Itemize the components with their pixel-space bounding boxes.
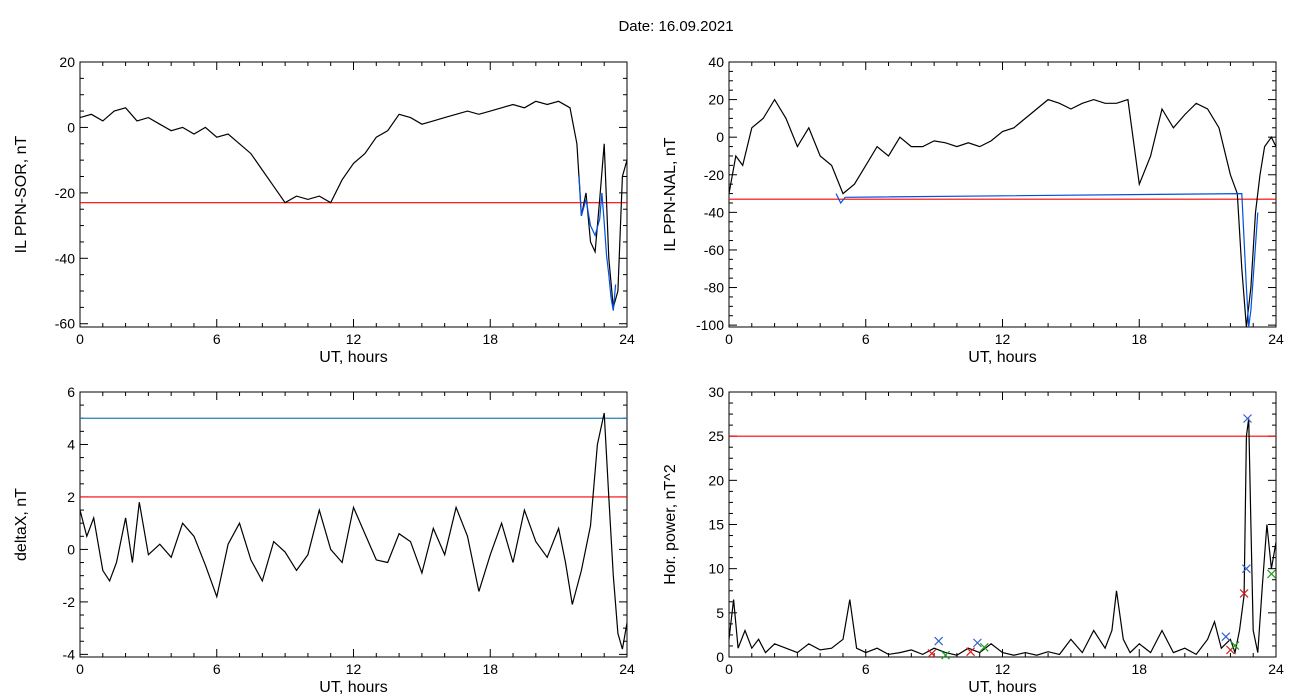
x-marker	[1221, 632, 1231, 642]
x-tick-label: 18	[1131, 331, 1147, 347]
y-tick-label: 6	[67, 384, 75, 400]
x-tick-label: 0	[725, 331, 733, 347]
y-tick-label: 4	[67, 436, 75, 452]
y-axis-label: IL PPN-SOR, nT	[13, 135, 30, 253]
y-tick-label: 10	[708, 561, 724, 577]
x-axis-label: UT, hours	[968, 349, 1036, 366]
x-tick-label: 24	[1268, 661, 1284, 677]
x-tick-label: 6	[862, 331, 870, 347]
y-tick-label: -60	[704, 242, 724, 258]
x-axis-label: UT, hours	[319, 679, 387, 696]
x-marker	[927, 649, 937, 658]
y-tick-label: 2	[67, 489, 75, 505]
y-axis-label: deltaX, nT	[13, 488, 30, 561]
y-tick-label: -40	[704, 204, 724, 220]
y-tick-label: 0	[716, 129, 724, 145]
x-tick-label: 12	[346, 331, 362, 347]
series-line	[729, 418, 1276, 656]
y-axis-label: Hor. power, nT^2	[662, 464, 679, 585]
series-line	[578, 176, 617, 311]
y-tick-label: -20	[704, 167, 724, 183]
y-tick-label: 5	[716, 605, 724, 621]
x-marker	[934, 636, 944, 646]
series-line	[80, 100, 627, 308]
y-tick-label: -4	[63, 646, 76, 662]
y-tick-label: 0	[716, 649, 724, 665]
x-tick-label: 0	[725, 661, 733, 677]
x-marker	[1267, 569, 1276, 579]
x-axis-label: UT, hours	[968, 679, 1036, 696]
chart-nal: 0 6 12 18 24 40 20 0 -20 -40 -60 -80 -100 UT, hours IL…	[662, 54, 1284, 366]
y-tick-label: 40	[708, 54, 724, 70]
chart-deltax: 0 6 12 18 24 6 4 2 0 -2 -4 UT, hours deltaX, nT	[13, 384, 635, 696]
y-tick-label: 15	[708, 517, 724, 533]
y-tick-label: 0	[67, 541, 75, 557]
x-tick-label: 6	[213, 331, 221, 347]
y-tick-label: -80	[704, 280, 724, 296]
y-tick-label: -2	[63, 594, 76, 610]
y-tick-label: -60	[55, 316, 75, 332]
y-tick-label: 0	[67, 119, 75, 135]
y-tick-label: 25	[708, 428, 724, 444]
x-axis-label: UT, hours	[319, 349, 387, 366]
x-tick-label: 24	[619, 331, 635, 347]
y-tick-label: -40	[55, 250, 75, 266]
series-line	[835, 192, 1259, 327]
series-line	[80, 412, 627, 650]
plot-frame	[79, 61, 628, 328]
chart-sor: 0 6 12 18 24 20 0 -20 -40 -60 UT, hours IL PPN-SOR,…	[13, 54, 635, 366]
plot-frame	[79, 391, 628, 658]
y-tick-label: 20	[59, 54, 75, 70]
x-tick-label: 24	[619, 661, 635, 677]
x-marker	[979, 642, 989, 652]
x-tick-label: 6	[213, 661, 221, 677]
x-tick-label: 18	[1131, 661, 1147, 677]
x-marker	[1243, 414, 1252, 423]
y-tick-label: 30	[708, 384, 724, 400]
x-marker	[1239, 588, 1249, 598]
series-line	[729, 98, 1276, 327]
x-tick-label: 0	[76, 331, 84, 347]
x-marker	[941, 650, 950, 660]
x-tick-label: 12	[995, 661, 1011, 677]
x-marker	[966, 647, 976, 657]
plot-frame	[728, 391, 1277, 658]
x-marker	[1241, 564, 1251, 574]
x-tick-label: 18	[482, 331, 498, 347]
x-tick-label: 12	[995, 331, 1011, 347]
x-tick-label: 12	[346, 661, 362, 677]
x-tick-label: 0	[76, 661, 84, 677]
y-tick-label: 20	[708, 92, 724, 108]
page-title: Date: 16.09.2021	[618, 18, 734, 35]
x-tick-label: 24	[1268, 331, 1284, 347]
chart-power: 0 6 12 18 24 30 25 20 15 10 5 0 UT, hours Hor. power,…	[662, 384, 1284, 696]
x-tick-label: 18	[482, 661, 498, 677]
y-axis-label: IL PPN-NAL, nT	[662, 137, 679, 251]
x-marker	[1230, 641, 1240, 650]
x-tick-label: 6	[862, 661, 870, 677]
y-tick-label: -100	[696, 317, 724, 333]
y-tick-label: -20	[55, 185, 75, 201]
x-marker	[973, 638, 982, 648]
y-tick-label: 20	[708, 472, 724, 488]
